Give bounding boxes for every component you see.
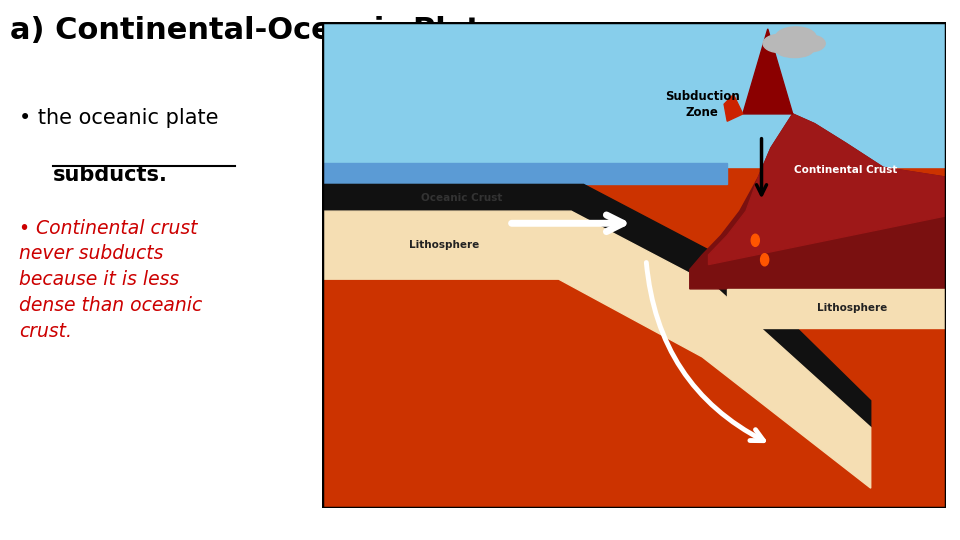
Text: Continental Crust: Continental Crust xyxy=(794,165,898,175)
Ellipse shape xyxy=(776,42,813,58)
Polygon shape xyxy=(322,184,871,428)
Text: • the oceanic plate: • the oceanic plate xyxy=(19,108,226,128)
Text: a) Continental-Oceanic Plates: a) Continental-Oceanic Plates xyxy=(10,16,519,45)
Polygon shape xyxy=(708,114,946,265)
Text: subducts.: subducts. xyxy=(53,165,168,185)
Text: Oceanic Crust: Oceanic Crust xyxy=(421,193,503,202)
Text: Lithosphere: Lithosphere xyxy=(409,240,479,250)
Bar xyxy=(322,163,728,184)
Ellipse shape xyxy=(794,35,826,52)
Bar xyxy=(322,22,946,167)
Polygon shape xyxy=(743,29,793,114)
Polygon shape xyxy=(322,211,871,488)
Text: Lithosphere: Lithosphere xyxy=(817,303,887,313)
Polygon shape xyxy=(728,289,946,328)
Polygon shape xyxy=(690,114,946,289)
Ellipse shape xyxy=(760,254,769,266)
Text: Subduction
Zone: Subduction Zone xyxy=(665,90,739,119)
FancyArrowPatch shape xyxy=(646,262,763,441)
Ellipse shape xyxy=(752,234,759,246)
Polygon shape xyxy=(724,94,743,122)
Text: • Continental crust
never subducts
because it is less
dense than oceanic
crust.: • Continental crust never subducts becau… xyxy=(19,219,203,341)
Ellipse shape xyxy=(776,27,816,48)
Ellipse shape xyxy=(763,34,798,53)
